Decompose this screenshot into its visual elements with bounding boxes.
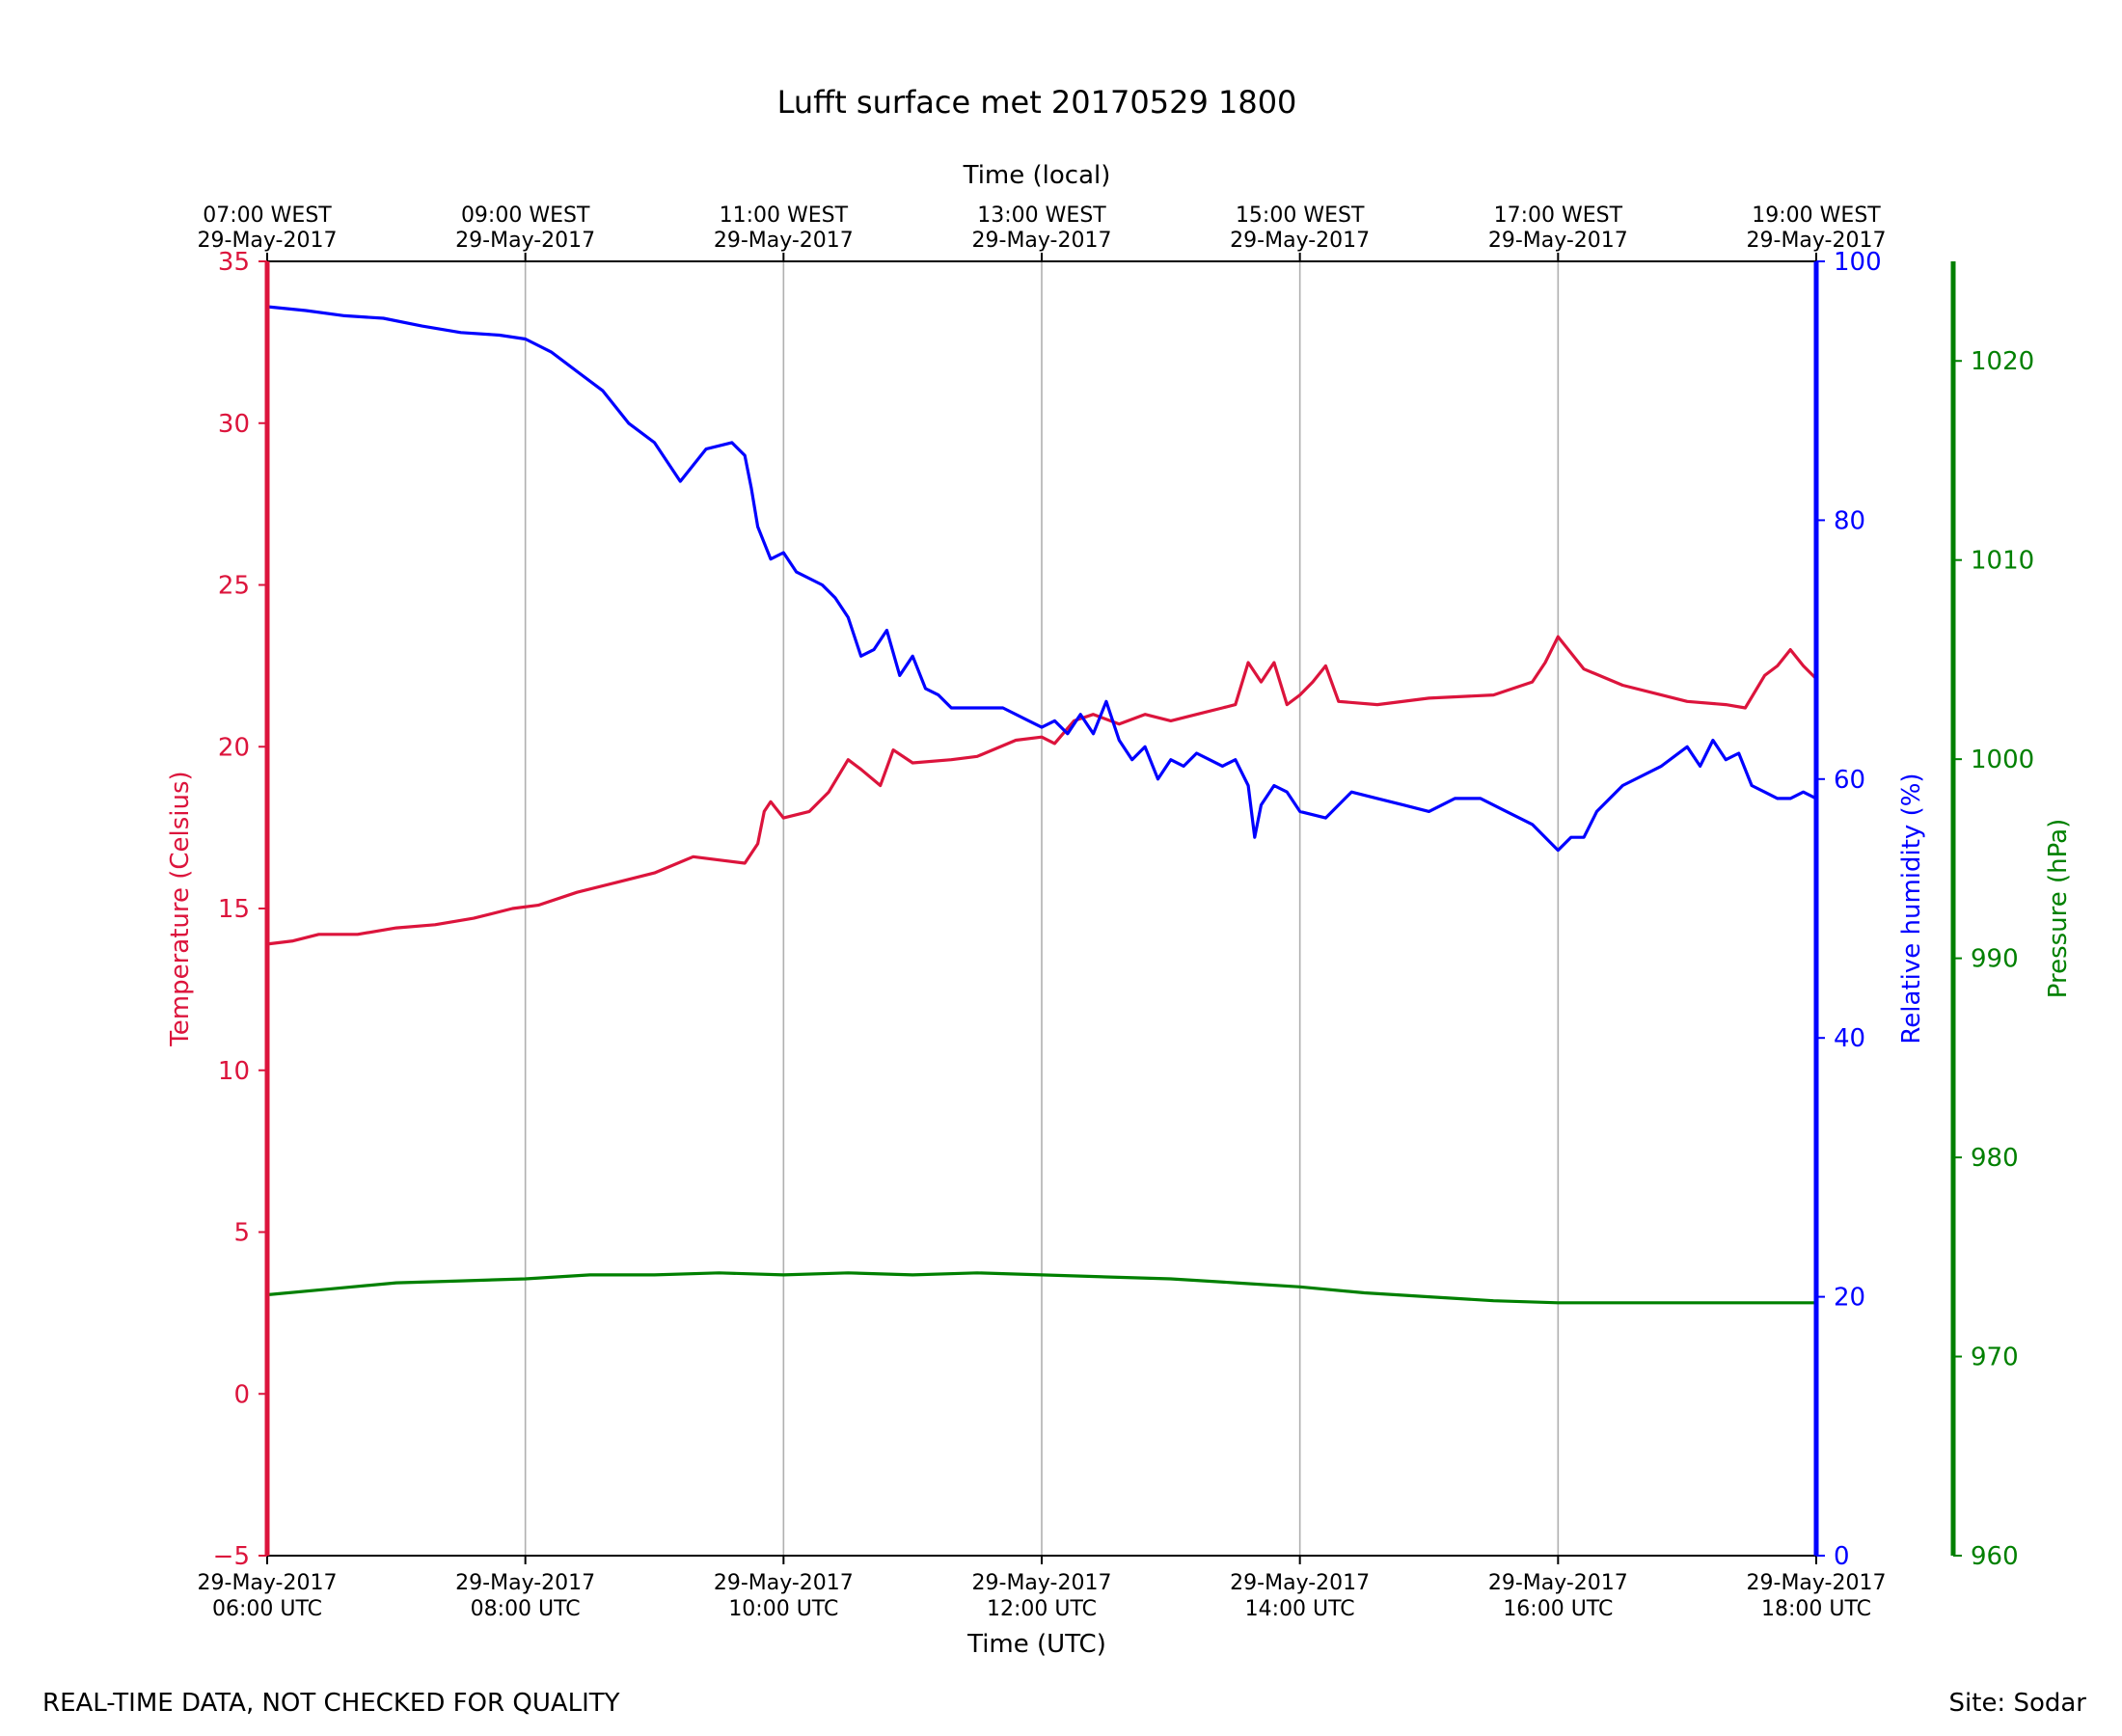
pressure-axis-label: Pressure (hPa) (2044, 819, 2073, 999)
x-tick-label-bottom: 18:00 UTC (1761, 1597, 1871, 1621)
temperature-tick-label: 25 (218, 572, 250, 601)
humidity-tick-label: 60 (1834, 766, 1865, 795)
temperature-tick-label: 10 (218, 1057, 250, 1086)
x-tick-label-bottom: 14:00 UTC (1245, 1597, 1355, 1621)
x-tick-label-top: 29-May-2017 (972, 229, 1112, 253)
x-tick-label-bottom: 29-May-2017 (1747, 1571, 1887, 1595)
temperature-tick-label: 20 (218, 733, 250, 762)
temperature-tick-label: 35 (218, 248, 250, 277)
pressure-tick-label: 1010 (1971, 547, 2034, 576)
x-tick-label-top: 29-May-2017 (455, 229, 595, 253)
x-tick-label-bottom: 29-May-2017 (1230, 1571, 1370, 1595)
pressure-tick-label: 1000 (1971, 746, 2034, 774)
x-tick-label-bottom: 08:00 UTC (471, 1597, 581, 1621)
x-tick-label-bottom: 29-May-2017 (1488, 1571, 1628, 1595)
series-line-relative-humidity (265, 305, 1818, 853)
temperature-tick-label: 15 (218, 895, 250, 924)
x-tick-label-top: 29-May-2017 (714, 229, 854, 253)
x-tick-label-top: 29-May-2017 (1747, 229, 1887, 253)
x-tick-label-top: 19:00 WEST (1752, 203, 1881, 228)
humidity-axis-label: Relative humidity (%) (1897, 773, 1926, 1044)
humidity-tick-label: 80 (1834, 506, 1865, 535)
x-tick-label-bottom: 29-May-2017 (198, 1571, 338, 1595)
x-tick-label-bottom: 29-May-2017 (455, 1571, 595, 1595)
humidity-tick-label: 40 (1834, 1024, 1865, 1053)
pressure-tick-label: 990 (1971, 945, 2019, 974)
site-label: Site: Sodar (1949, 1689, 2087, 1718)
temperature-tick-label: −5 (213, 1542, 250, 1571)
x-tick-label-top: 29-May-2017 (1230, 229, 1370, 253)
x-tick-label-top: 29-May-2017 (1488, 229, 1628, 253)
x-tick-label-top: 15:00 WEST (1236, 203, 1365, 228)
humidity-tick-label: 100 (1834, 248, 1882, 277)
x-tick-label-bottom: 29-May-2017 (972, 1571, 1112, 1595)
series-lines (265, 305, 1818, 1305)
chart-title: Lufft surface met 20170529 1800 (777, 84, 1297, 121)
x-tick-label-bottom: 10:00 UTC (728, 1597, 838, 1621)
temperature-axis-label: Temperature (Celsius) (166, 771, 195, 1046)
x-axis-label-top: Time (local) (963, 161, 1111, 190)
x-tick-label-top: 29-May-2017 (198, 229, 338, 253)
pressure-tick-label: 960 (1971, 1542, 2019, 1571)
temperature-tick-label: 30 (218, 410, 250, 439)
pressure-tick-label: 970 (1971, 1343, 2019, 1372)
x-tick-label-bottom: 12:00 UTC (987, 1597, 1097, 1621)
humidity-tick-label: 0 (1834, 1542, 1850, 1571)
x-tick-label-bottom: 29-May-2017 (714, 1571, 854, 1595)
x-tick-label-top: 09:00 WEST (461, 203, 590, 228)
x-tick-label-bottom: 06:00 UTC (212, 1597, 322, 1621)
pressure-tick-label: 1020 (1971, 347, 2034, 376)
x-tick-label-top: 07:00 WEST (203, 203, 332, 228)
x-tick-label-top: 17:00 WEST (1494, 203, 1623, 228)
grid-lines (524, 261, 1560, 1556)
pressure-tick-label: 980 (1971, 1144, 2019, 1173)
quality-note: REAL-TIME DATA, NOT CHECKED FOR QUALITY (42, 1689, 620, 1718)
x-axis-label-bottom: Time (UTC) (966, 1630, 1106, 1659)
humidity-tick-label: 20 (1834, 1284, 1865, 1313)
x-tick-label-top: 11:00 WEST (720, 203, 849, 228)
series-line-pressure (265, 1271, 1818, 1305)
temperature-tick-label: 5 (233, 1219, 250, 1248)
x-tick-label-top: 13:00 WEST (977, 203, 1106, 228)
temperature-tick-label: 0 (233, 1380, 250, 1409)
x-tick-label-bottom: 16:00 UTC (1503, 1597, 1613, 1621)
